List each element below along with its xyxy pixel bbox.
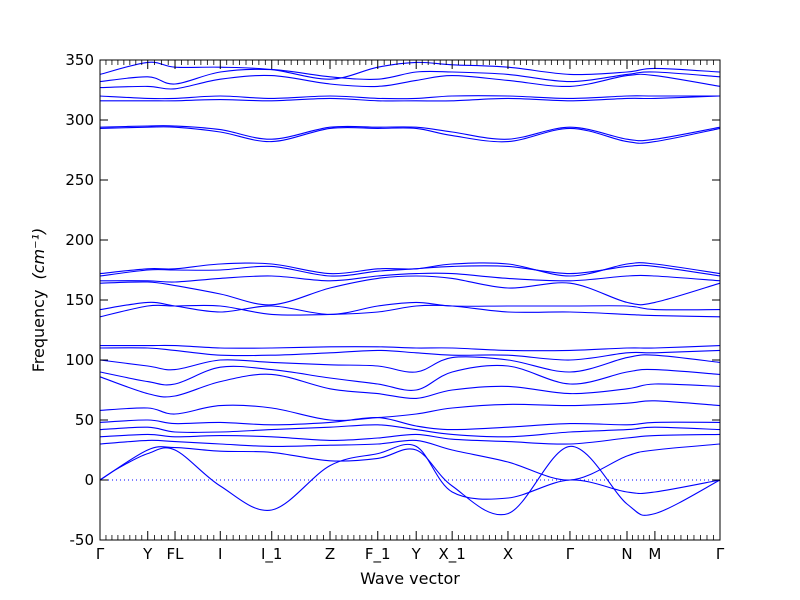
- phonon-bands: [99, 61, 721, 516]
- y-tick-label: 150: [65, 291, 94, 309]
- x-tick-label: Γ: [96, 545, 105, 563]
- y-tick-label: 300: [65, 111, 94, 129]
- y-tick-label: 50: [75, 411, 94, 429]
- y-tick-label: 200: [65, 231, 94, 249]
- band-9: [99, 364, 721, 391]
- band-23: [99, 73, 721, 90]
- band-18: [99, 262, 721, 277]
- y-tick-label: 100: [65, 351, 94, 369]
- band-22: [99, 95, 720, 100]
- y-tick-label: 250: [65, 171, 94, 189]
- band-19: [99, 126, 721, 144]
- band-10: [99, 354, 721, 373]
- plot-frame: [99, 59, 721, 541]
- y-axis-ticks: -50 0 50 100 150 200 250 300 350: [65, 51, 720, 549]
- x-tick-label: F_1: [365, 545, 391, 564]
- y-axis-label-unit: (cm⁻¹): [29, 228, 48, 280]
- x-tick-label: FL: [167, 545, 185, 563]
- band-25: [99, 61, 721, 80]
- x-tick-label: Γ: [566, 545, 575, 563]
- x-tick-label: Y: [142, 545, 153, 563]
- x-axis-label: Wave vector: [360, 569, 460, 588]
- x-tick-label: I: [218, 545, 222, 563]
- band-21: [99, 95, 721, 102]
- band-15: [99, 275, 721, 306]
- band-3: [99, 439, 721, 481]
- y-tick-label: 350: [65, 51, 94, 69]
- band-1: [99, 443, 721, 511]
- x-tick-label: N: [621, 545, 632, 563]
- band-11: [99, 347, 721, 361]
- y-axis-label-text: Frequency: [29, 290, 48, 373]
- y-tick-label: -50: [70, 531, 95, 549]
- band-6: [99, 417, 721, 431]
- x-tick-label: I_1: [261, 545, 282, 564]
- x-tick-label: M: [648, 545, 661, 563]
- band-12: [99, 344, 721, 352]
- x-tick-label: Γ: [716, 545, 725, 563]
- band-14: [99, 301, 721, 315]
- x-tick-label: Y: [411, 545, 422, 563]
- band-4: [99, 433, 721, 445]
- band-5: [99, 424, 721, 438]
- y-tick-label: 0: [84, 471, 94, 489]
- band-20: [99, 125, 721, 142]
- band-16: [99, 272, 721, 283]
- band-13: [99, 304, 721, 318]
- x-axis-ticks: Γ Y FL I I_1 Z F_1 Y X_1 X Γ N M Γ: [96, 60, 725, 564]
- band-2: [99, 445, 721, 516]
- x-tick-label: Z: [325, 545, 335, 563]
- band-7: [99, 400, 721, 421]
- band-17: [99, 264, 721, 277]
- y-axis-label: Frequency (cm⁻¹): [29, 228, 48, 372]
- band-24: [99, 68, 721, 85]
- x-tick-label: X: [503, 545, 513, 563]
- band-8: [99, 373, 721, 399]
- x-tick-label: X_1: [438, 545, 465, 564]
